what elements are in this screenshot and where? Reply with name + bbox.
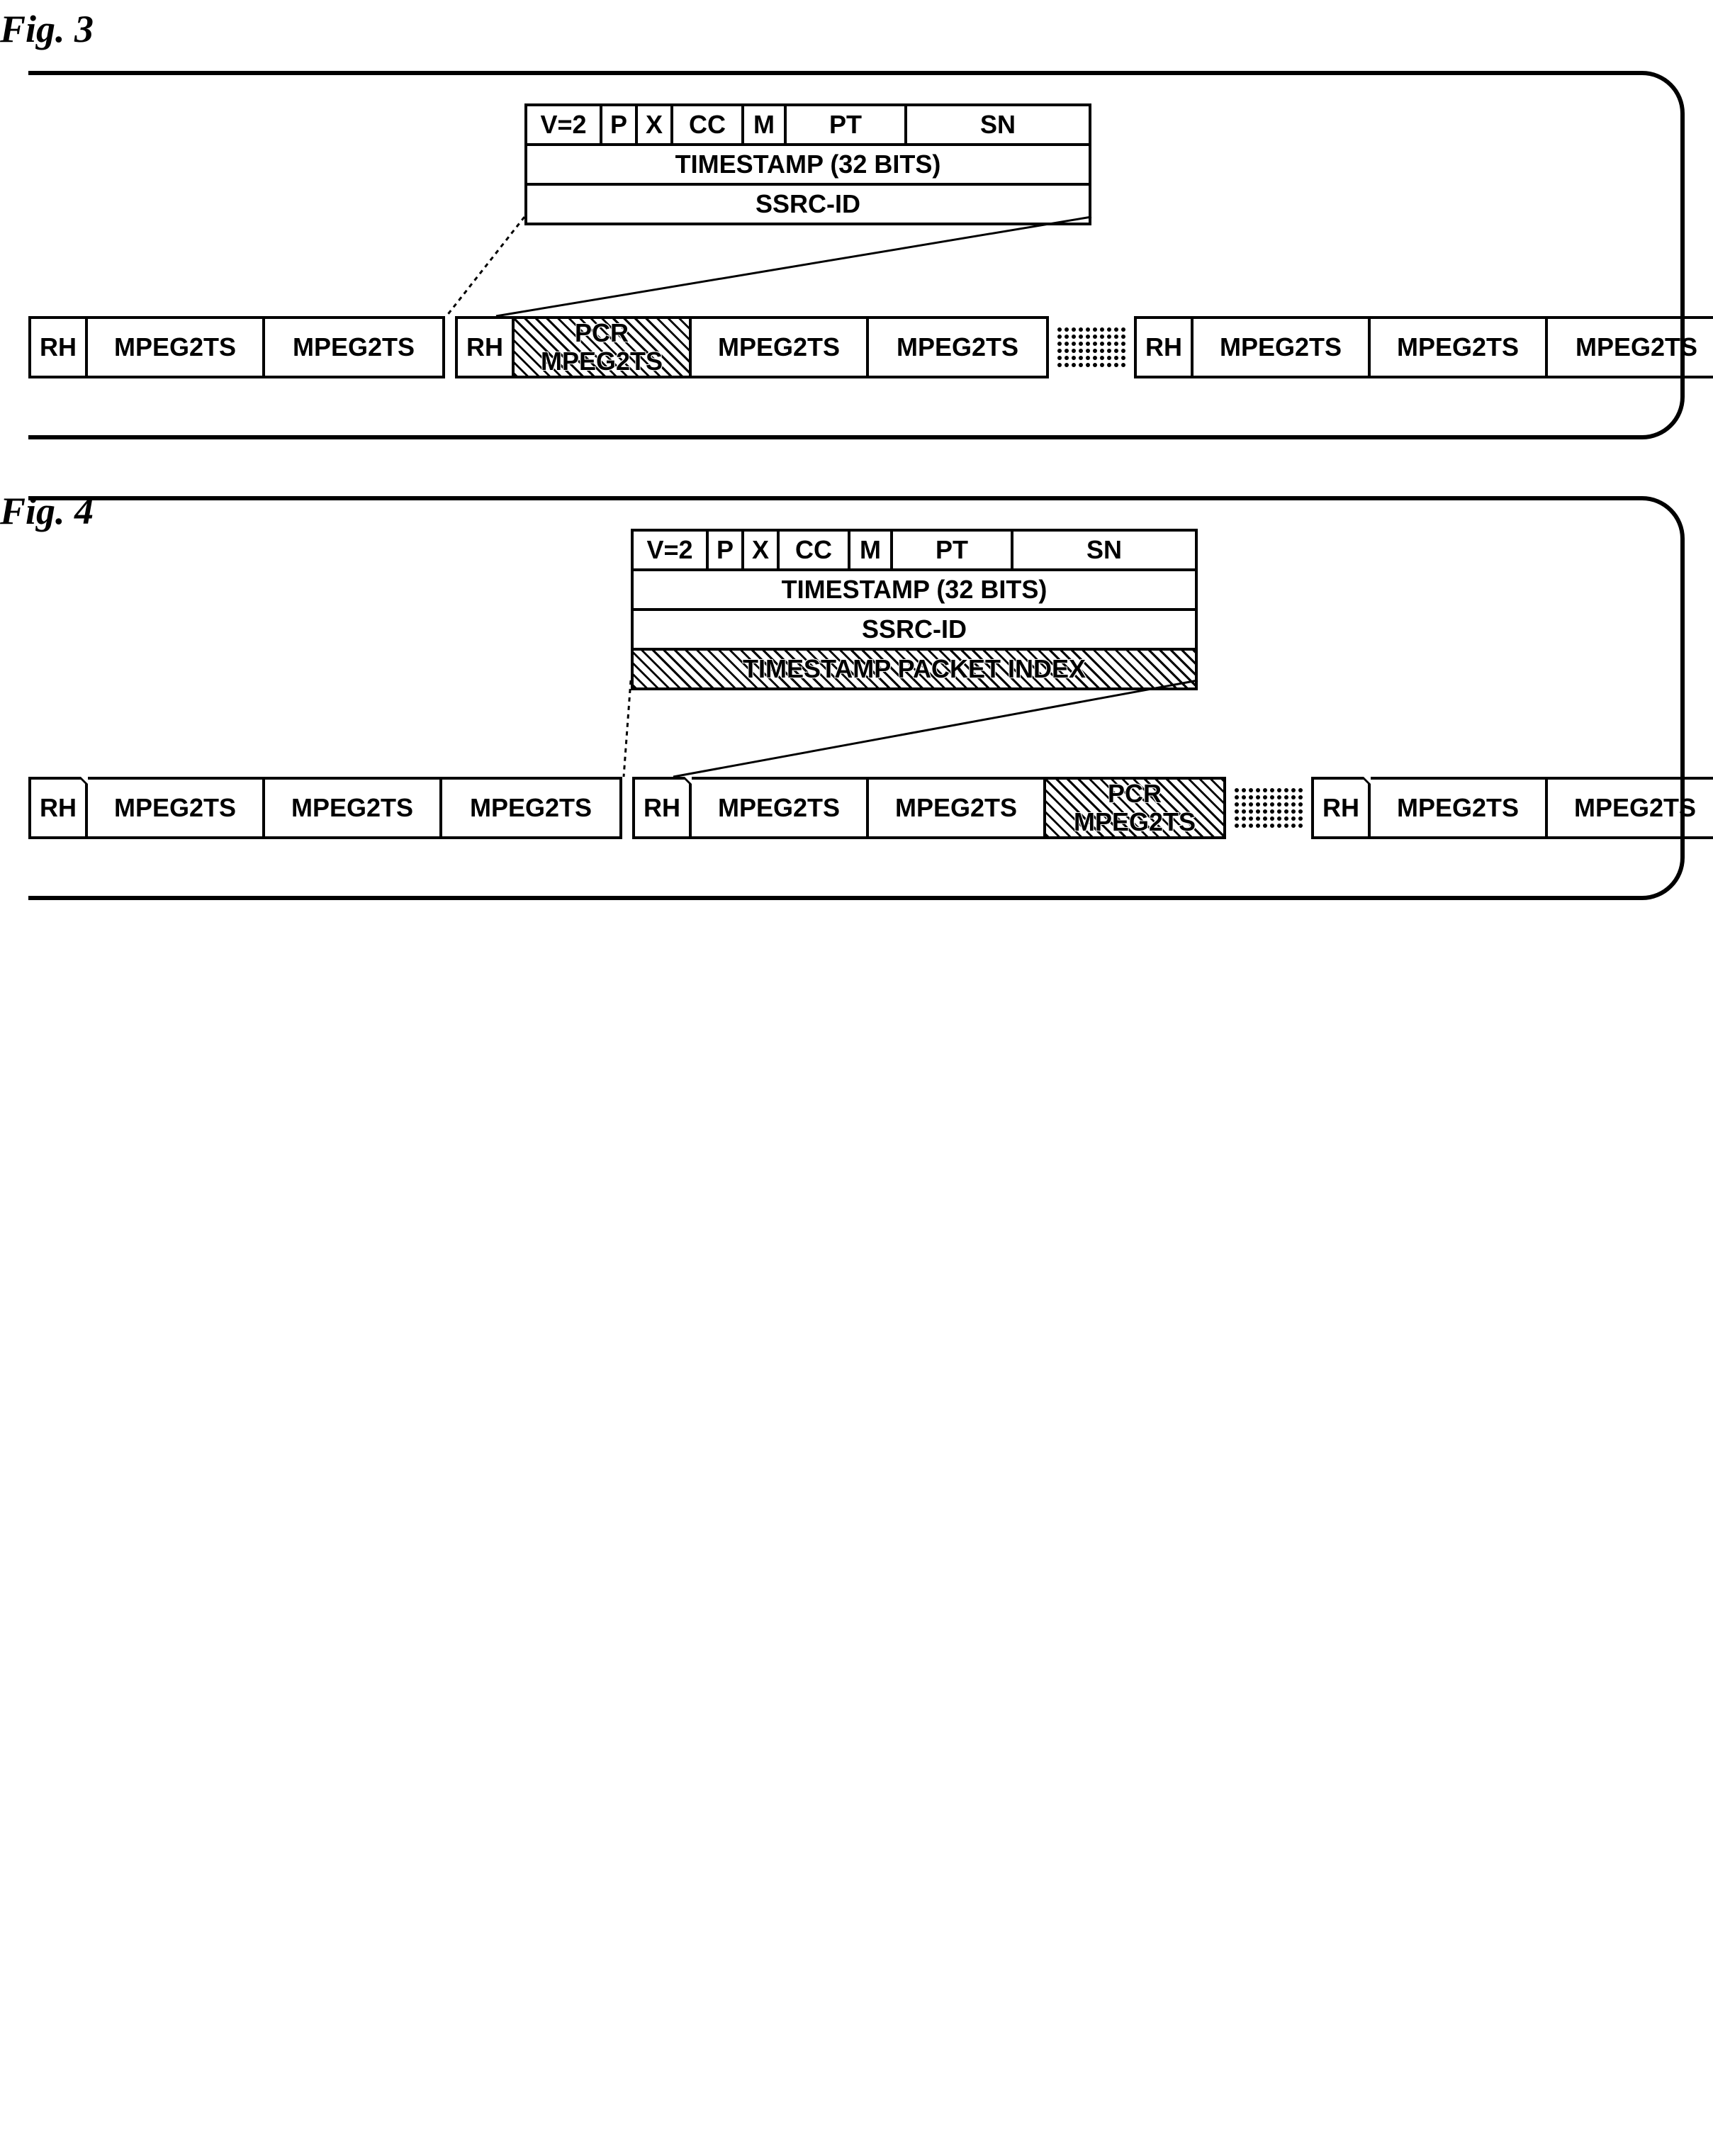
- pcr-packet-cell: PCRMPEG2TS: [515, 319, 692, 376]
- mpeg2ts-cell: MPEG2TS: [1548, 319, 1713, 376]
- mpeg2ts-cell: MPEG2TS: [869, 319, 1046, 376]
- mpeg2ts-cell: MPEG2TS: [88, 780, 265, 836]
- rtp-header-cell: RH: [1314, 780, 1371, 836]
- mpeg2ts-cell: MPEG2TS: [1371, 780, 1548, 836]
- header-cell: X: [744, 532, 780, 568]
- header-cell: V=2: [631, 532, 709, 568]
- packet-group: RHMPEG2TSMPEG2TSMPEG2TS: [28, 777, 622, 839]
- fig3-header: V=2PXCCMPTSNTIMESTAMP (32 BITS)SSRC-ID: [524, 103, 1091, 225]
- mpeg2ts-cell: MPEG2TS: [869, 780, 1046, 836]
- rtp-header-cell: RH: [635, 780, 692, 836]
- header-cell-row4: TIMESTAMP PACKET INDEX: [631, 651, 1198, 687]
- rtp-header-cell: RH: [31, 319, 88, 376]
- mpeg2ts-cell: MPEG2TS: [692, 780, 869, 836]
- fig4-frame: V=2PXCCMPTSNTIMESTAMP (32 BITS)SSRC-IDTI…: [28, 496, 1685, 900]
- header-cell: CC: [780, 532, 850, 568]
- ellipsis-dots: [1226, 777, 1311, 839]
- mpeg2ts-cell: MPEG2TS: [1194, 319, 1371, 376]
- mpeg2ts-cell: MPEG2TS: [1548, 780, 1713, 836]
- fig3-frame: V=2PXCCMPTSNTIMESTAMP (32 BITS)SSRC-ID R…: [28, 71, 1685, 439]
- header-cell-row2: TIMESTAMP (32 BITS): [524, 146, 1091, 183]
- header-cell: PT: [893, 532, 1013, 568]
- header-cell: SN: [907, 106, 1091, 143]
- rtp-header-cell: RH: [458, 319, 515, 376]
- rtp-header-cell: RH: [1137, 319, 1194, 376]
- mpeg2ts-cell: MPEG2TS: [265, 319, 442, 376]
- fig3-label: Fig. 3: [0, 7, 94, 51]
- header-cell: P: [709, 532, 744, 568]
- rtp-header-cell: RH: [31, 780, 88, 836]
- packet-group: RHMPEG2TSMPEG2TSMPEG2TS: [1134, 316, 1713, 378]
- pcr-packet-cell: PCRMPEG2TS: [1046, 780, 1223, 836]
- header-cell-row3: SSRC-ID: [524, 186, 1091, 223]
- header-cell-row3: SSRC-ID: [631, 611, 1198, 648]
- header-cell: M: [850, 532, 893, 568]
- fig4-packet-row: RHMPEG2TSMPEG2TSMPEG2TSRHMPEG2TSMPEG2TSP…: [28, 777, 1713, 839]
- packet-group: RHMPEG2TSMPEG2TSPCRMPEG2TS: [632, 777, 1226, 839]
- mpeg2ts-cell: MPEG2TS: [692, 319, 869, 376]
- header-cell: PT: [787, 106, 907, 143]
- header-cell: X: [638, 106, 673, 143]
- packet-group: RHMPEG2TSMPEG2TS: [28, 316, 445, 378]
- fig4-header: V=2PXCCMPTSNTIMESTAMP (32 BITS)SSRC-IDTI…: [631, 529, 1198, 690]
- mpeg2ts-cell: MPEG2TS: [88, 319, 265, 376]
- header-cell: V=2: [524, 106, 602, 143]
- ellipsis-dots: [1049, 316, 1134, 378]
- packet-group: RHPCRMPEG2TSMPEG2TSMPEG2TS: [455, 316, 1049, 378]
- header-cell-row2: TIMESTAMP (32 BITS): [631, 571, 1198, 608]
- header-cell: SN: [1013, 532, 1198, 568]
- header-cell: CC: [673, 106, 744, 143]
- mpeg2ts-cell: MPEG2TS: [265, 780, 442, 836]
- fig3-packet-row: RHMPEG2TSMPEG2TSRHPCRMPEG2TSMPEG2TSMPEG2…: [28, 316, 1713, 378]
- mpeg2ts-cell: MPEG2TS: [442, 780, 619, 836]
- header-cell: P: [602, 106, 638, 143]
- packet-group: RHMPEG2TSMPEG2TSMPEG2TS: [1311, 777, 1713, 839]
- header-cell: M: [744, 106, 787, 143]
- mpeg2ts-cell: MPEG2TS: [1371, 319, 1548, 376]
